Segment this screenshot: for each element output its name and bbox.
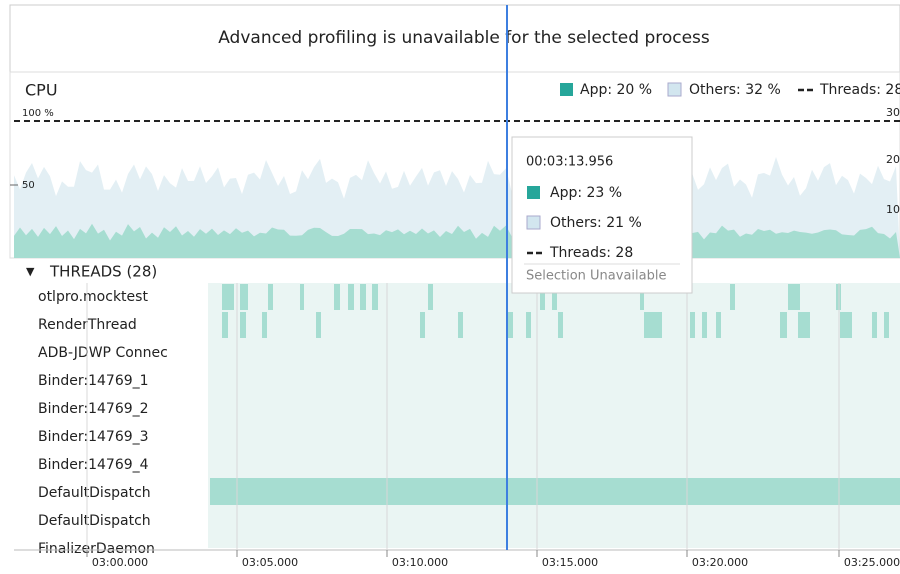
tooltip-time: 00:03:13.956	[526, 155, 613, 170]
thread-state	[222, 312, 228, 338]
time-label: 03:10.000	[392, 556, 448, 569]
thread-state	[360, 284, 366, 310]
legend-others: Others: 32 %	[689, 82, 781, 98]
collapse-arrow: ▼	[26, 265, 35, 278]
tooltip-app: App: 23 %	[550, 185, 622, 201]
right-axis-label: 10	[886, 203, 900, 216]
thread-name: Binder:14769_2	[38, 401, 149, 417]
time-axis: 03:00.000 03:05.000 03:10.000 03:15.000 03:2…	[86, 283, 900, 569]
thread-state	[730, 284, 735, 310]
legend-threads: Threads: 28	[819, 82, 900, 98]
right-axis-label: 30	[886, 106, 900, 119]
thread-state	[240, 284, 248, 310]
thread-state	[884, 312, 889, 338]
thread-state	[300, 284, 304, 310]
thread-state	[420, 312, 425, 338]
thread-state	[788, 284, 800, 310]
thread-state	[222, 284, 234, 310]
legend-swatch-others	[667, 82, 682, 97]
thread-state	[640, 284, 644, 310]
thread-state	[508, 312, 513, 338]
thread-state	[348, 284, 354, 310]
thread-state	[716, 312, 721, 338]
thread-state	[552, 284, 557, 310]
banner-text: Advanced profiling is unavailable for th…	[218, 28, 710, 48]
axis-bg	[500, 549, 900, 574]
thread-state	[334, 284, 340, 310]
thread-state	[540, 284, 545, 310]
tooltip-swatch-others	[526, 215, 541, 230]
time-label: 03:00.000	[92, 556, 148, 569]
legend-swatch-app	[560, 83, 573, 96]
thread-state	[526, 312, 531, 338]
thread-state	[428, 284, 433, 310]
left-axis-label: 100 %	[22, 108, 54, 119]
thread-state	[558, 312, 563, 338]
thread-name: ADB-JDWP Connec	[38, 345, 168, 361]
thread-name: DefaultDispatch	[38, 485, 151, 501]
tooltip-box	[511, 136, 693, 294]
legend-app: App: 20 %	[580, 82, 652, 98]
tooltip: 00:03:13.956 App: 23 % Others: 21 % Thre…	[511, 136, 693, 294]
thread-state	[840, 312, 852, 338]
thread-name: otlpro.mocktest	[38, 289, 148, 305]
thread-state	[780, 312, 787, 338]
thread-state	[316, 312, 321, 338]
banner-box	[9, 4, 900, 73]
profiler-root: Advanced profiling is unavailable for th…	[9, 4, 900, 574]
time-label: 03:15.000	[542, 556, 598, 569]
cpu-title: CPU	[25, 81, 58, 100]
thread-state	[644, 312, 662, 338]
thread-state	[262, 312, 267, 338]
thread-name: DefaultDispatch	[38, 513, 151, 529]
thread-state	[210, 478, 900, 505]
thread-lanes	[208, 283, 900, 548]
threads-header: THREADS (28)	[49, 263, 157, 281]
right-axis-label: 20	[886, 153, 900, 166]
tooltip-note: Selection Unavailable	[526, 269, 666, 284]
tooltip-others: Others: 21 %	[550, 215, 642, 231]
thread-state	[268, 284, 273, 310]
thread-name: Binder:14769_1	[38, 373, 149, 389]
time-label: 03:05.000	[242, 556, 298, 569]
thread-state	[798, 312, 810, 338]
thread-state	[690, 312, 695, 338]
time-label: 03:25.000	[844, 556, 900, 569]
thread-name: Binder:14769_3	[38, 429, 149, 445]
thread-name: Binder:14769_4	[38, 457, 149, 473]
tooltip-threads: Threads: 28	[549, 245, 633, 261]
thread-state	[240, 312, 246, 338]
thread-state	[458, 312, 463, 338]
thread-state	[702, 312, 707, 338]
time-label: 03:20.000	[692, 556, 748, 569]
thread-name: FinalizerDaemon	[38, 541, 155, 557]
thread-state	[872, 312, 877, 338]
left-axis-label: 50	[22, 180, 35, 191]
thread-state	[372, 284, 378, 310]
tooltip-swatch-app	[527, 186, 540, 199]
